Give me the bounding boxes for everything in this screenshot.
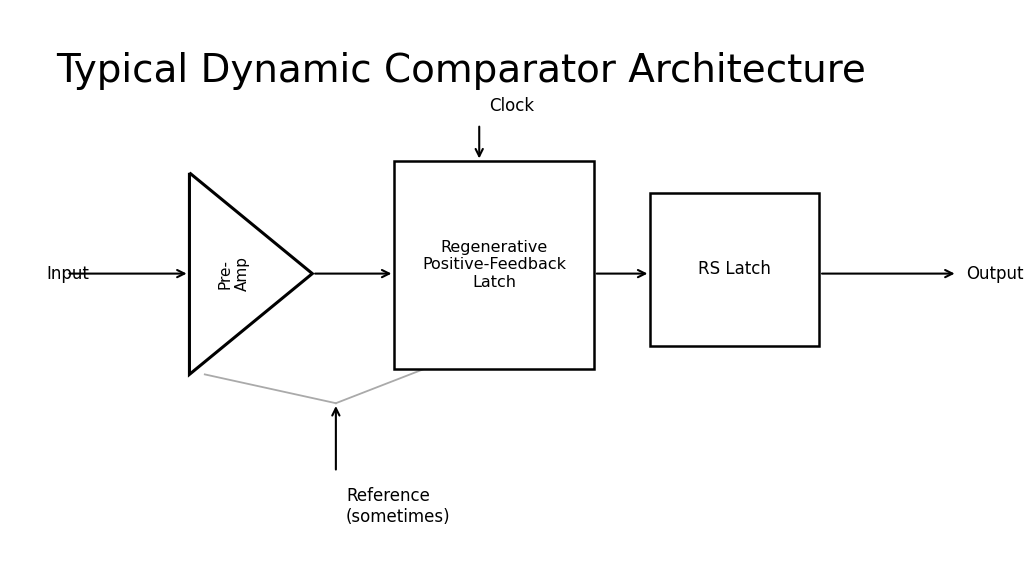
Text: Regenerative
Positive-Feedback
Latch: Regenerative Positive-Feedback Latch — [422, 240, 566, 290]
Text: Typical Dynamic Comparator Architecture: Typical Dynamic Comparator Architecture — [56, 52, 866, 90]
Text: RS Latch: RS Latch — [698, 260, 771, 278]
Text: Output: Output — [966, 264, 1023, 283]
Text: Reference
(sometimes): Reference (sometimes) — [346, 487, 451, 525]
Bar — [394, 161, 594, 369]
Text: Input: Input — [46, 264, 89, 283]
Text: Pre-
Amp: Pre- Amp — [217, 256, 250, 291]
Bar — [650, 193, 819, 346]
Text: Clock: Clock — [489, 97, 535, 115]
